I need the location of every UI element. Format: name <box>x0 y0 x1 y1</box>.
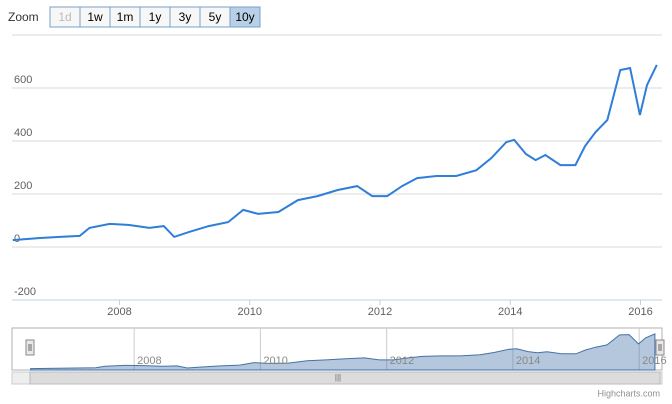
navigator-tick-label: 2012 <box>390 355 414 367</box>
range-button-label[interactable]: 5y <box>209 10 222 24</box>
range-buttons: 1d 1w 1m 1y 3y 5y 10y <box>49 6 261 28</box>
zoom-label: Zoom <box>8 10 39 24</box>
scrollbar-grip: ||| <box>335 373 341 382</box>
navigator-bg <box>11 327 663 371</box>
x-tick-label: 2014 <box>498 306 522 318</box>
y-tick-label: 400 <box>14 127 32 139</box>
range-button-label[interactable]: 10y <box>235 10 254 24</box>
range-button-label[interactable]: 1y <box>149 10 162 24</box>
scrollbar-thumb[interactable] <box>29 371 661 385</box>
navigator-tick-label: 2016 <box>642 355 666 367</box>
x-tick-label: 2010 <box>237 306 261 318</box>
x-tick-label: 2012 <box>368 306 392 318</box>
navigator[interactable]: 2008 2010 2012 2014 2016 <box>11 327 667 371</box>
y-tick-label: -200 <box>14 286 36 298</box>
navigator-handle[interactable] <box>655 339 665 356</box>
navigator-area <box>30 333 656 371</box>
x-tick-label: 2016 <box>628 306 652 318</box>
y-tick-label: 600 <box>14 74 32 86</box>
range-button-label[interactable]: 3y <box>179 10 192 24</box>
credits[interactable]: Highcharts.com <box>597 388 660 398</box>
navigator-tick-label: 2014 <box>516 355 540 367</box>
navigator-tick-label: 2010 <box>263 355 287 367</box>
range-button-label[interactable]: 1w <box>87 10 103 24</box>
range-button-label: 1d <box>58 10 71 24</box>
navigator-tick-label: 2008 <box>137 355 161 367</box>
navigator-handle[interactable] <box>25 339 35 356</box>
range-button-label[interactable]: 1m <box>117 10 134 24</box>
y-tick-label: 200 <box>14 180 32 192</box>
x-tick-label: 2008 <box>107 306 131 318</box>
price-line <box>12 64 658 242</box>
range-button[interactable] <box>229 6 261 28</box>
